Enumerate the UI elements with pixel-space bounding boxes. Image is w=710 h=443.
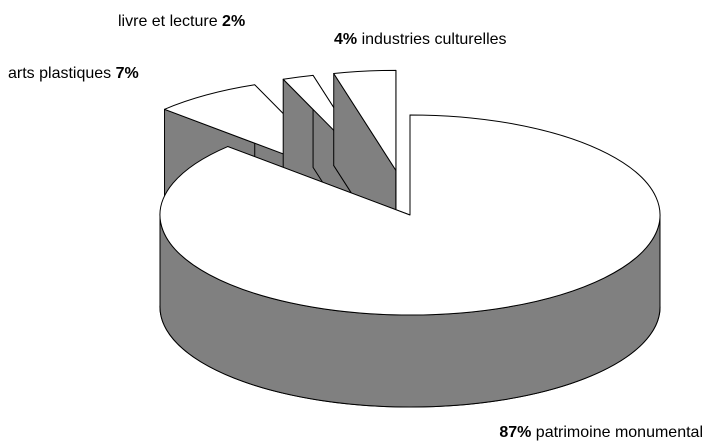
category-label: arts plastiques <box>8 65 111 82</box>
category-label: industries culturelles <box>362 31 507 48</box>
value-label: 7% <box>116 65 139 82</box>
value-label: 4% <box>334 31 357 48</box>
slice-label: 87% patrimoine monumental <box>499 424 703 441</box>
pie <box>159 69 661 408</box>
slice <box>159 114 661 316</box>
slice-label: arts plastiques 7% <box>8 65 139 82</box>
slice-label: livre et lecture 2% <box>118 13 245 30</box>
category-label: livre et lecture <box>118 13 218 30</box>
category-label: patrimoine monumental <box>536 424 703 441</box>
slice-label: 4% industries culturelles <box>334 31 507 48</box>
value-label: 87% <box>499 424 531 441</box>
slice <box>333 69 397 171</box>
value-label: 2% <box>222 13 245 30</box>
